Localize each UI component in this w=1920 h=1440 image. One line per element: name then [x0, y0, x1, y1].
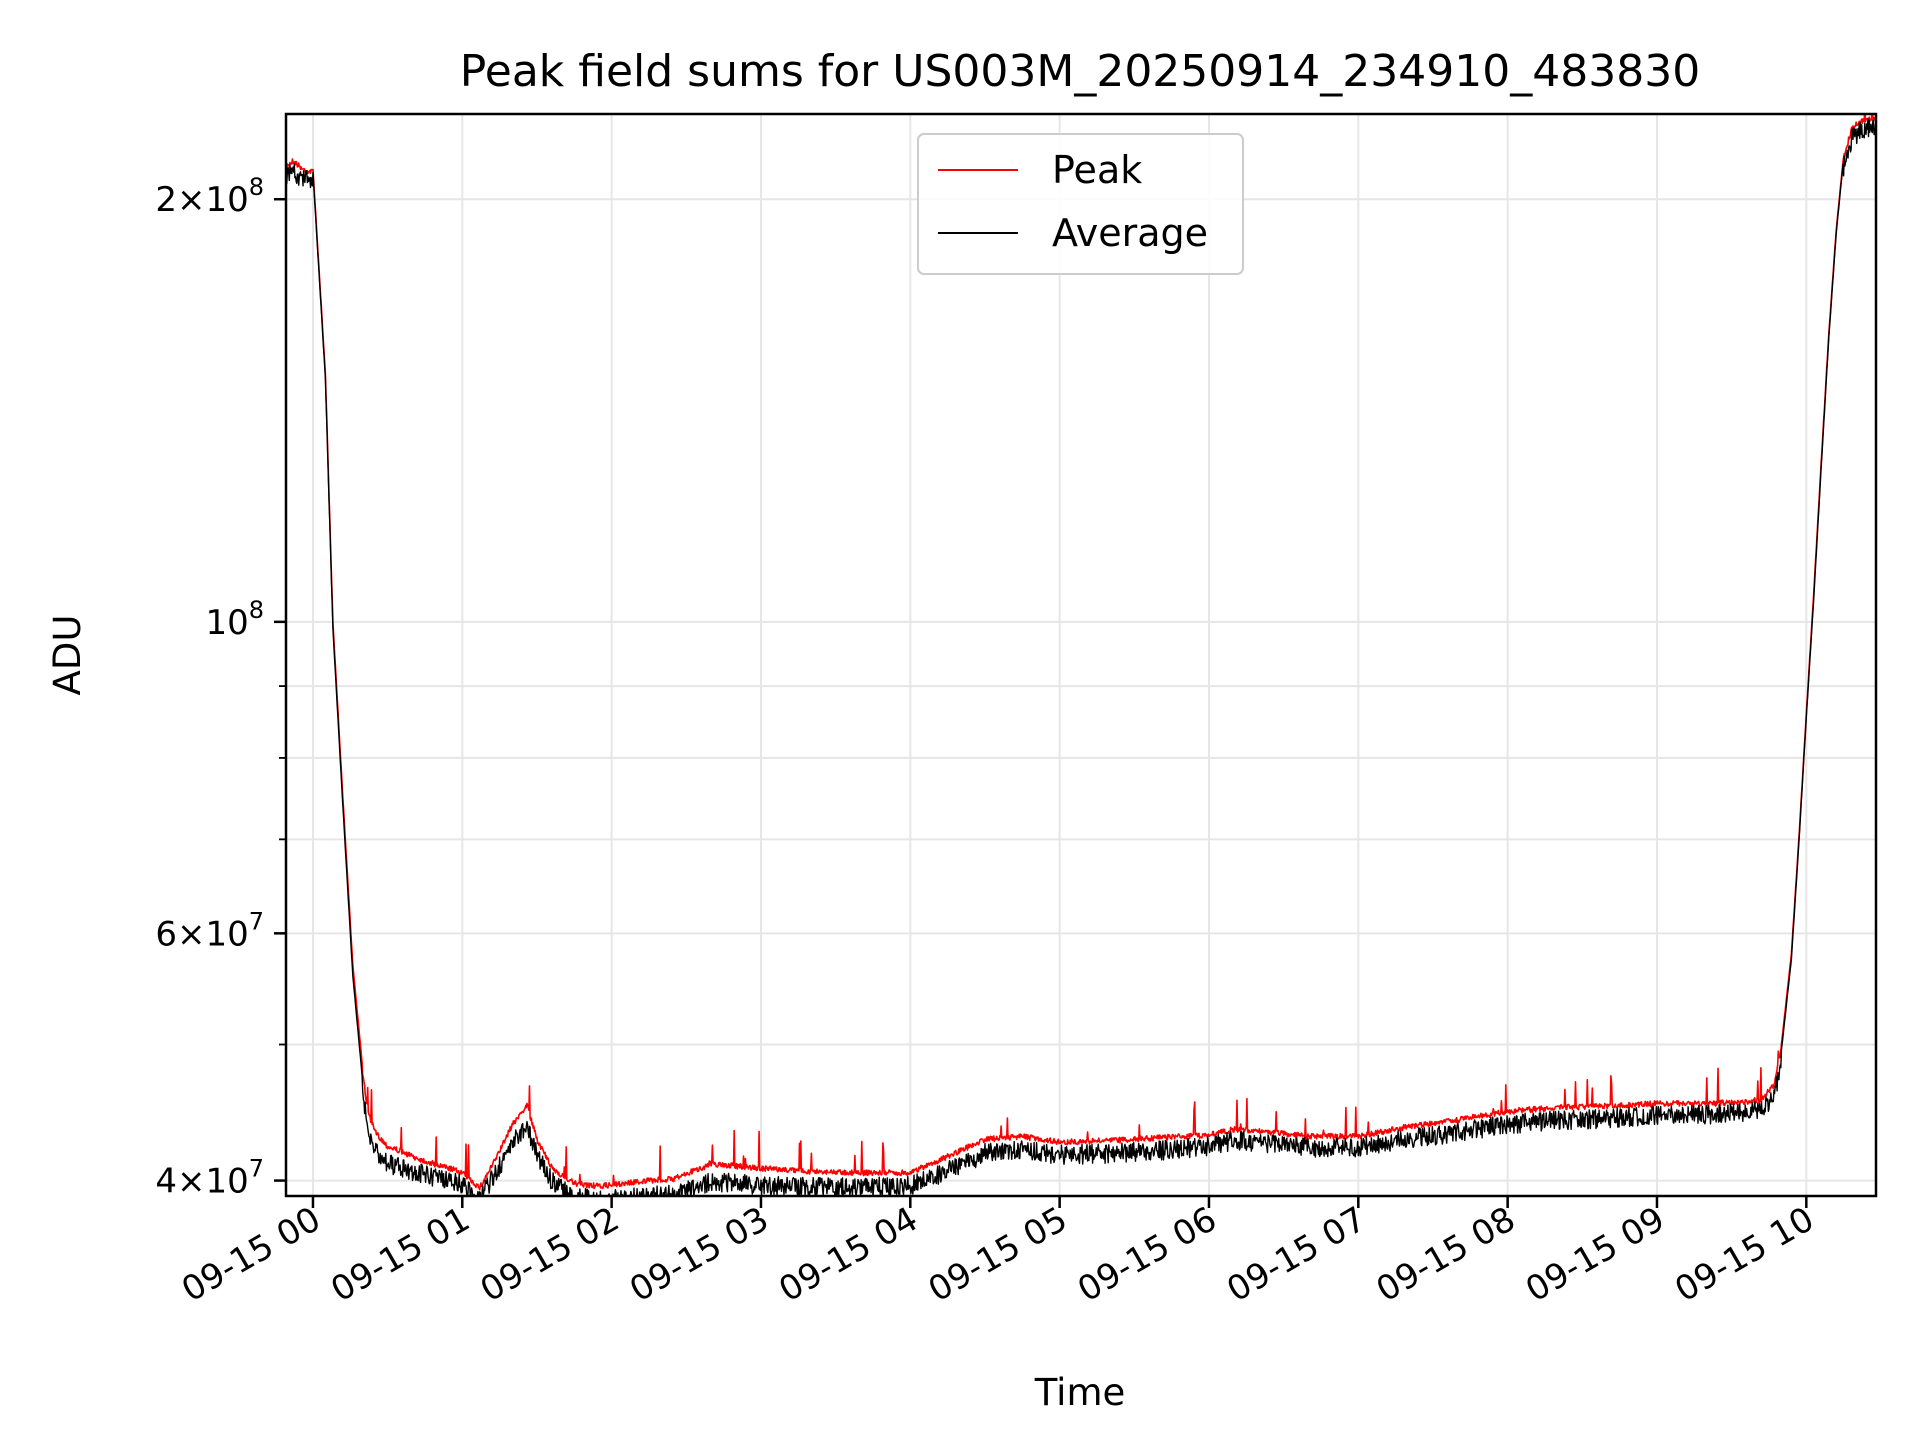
y-tick-label: 4×107 [155, 1155, 264, 1202]
y-axis-label: ADU [46, 615, 89, 696]
plot-frame [284, 112, 1878, 1198]
y-tick-label: 2×108 [155, 173, 264, 220]
y-tick-label: 6×107 [155, 907, 264, 954]
series-line-average [286, 116, 1876, 1196]
y-axis: 4×107 6×107 108 2×108 [155, 173, 286, 1202]
series-line-peak [286, 114, 1876, 1191]
plot-area [286, 114, 1876, 1196]
legend-average-label: Average [1052, 211, 1208, 255]
x-axis-label: Time [1034, 1371, 1126, 1414]
legend-peak-label: Peak [1052, 148, 1142, 192]
legend: Peak Average [917, 133, 1244, 275]
y-tick-label: 108 [205, 596, 264, 643]
chart-title: Peak field sums for US003M_20250914_2349… [460, 46, 1700, 97]
series-layer [286, 114, 1876, 1196]
